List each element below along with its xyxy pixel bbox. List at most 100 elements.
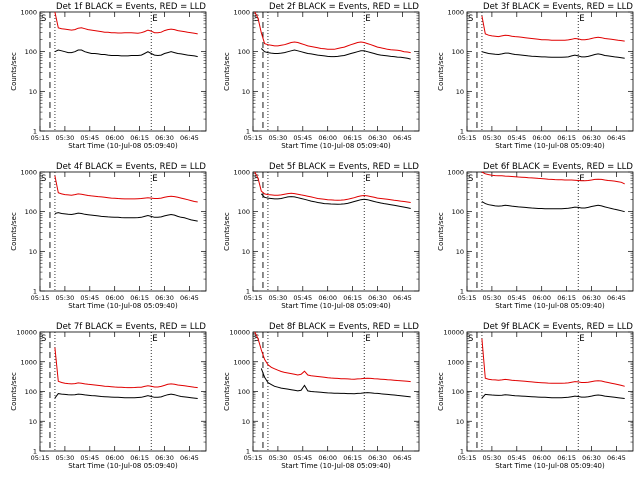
y-axis-label: Counts/sec	[10, 52, 18, 91]
x-tick-label: 06:00	[532, 294, 551, 302]
x-tick-label: 06:00	[105, 134, 124, 142]
y-axis-label: Counts/sec	[437, 52, 445, 91]
start-marker-label: S	[254, 14, 259, 24]
plot-title: Det 6f BLACK = Events, RED = LLD	[483, 162, 633, 172]
y-tick-label: 1000	[20, 9, 37, 17]
plot-frame	[252, 11, 420, 132]
x-tick-label: 05:15	[244, 454, 263, 462]
x-axis-label: Start Time (10-Jul-08 05:09:40)	[495, 302, 605, 310]
x-tick-label: 05:15	[244, 294, 263, 302]
y-tick-label: 1	[246, 448, 250, 456]
x-tick-label: 06:15	[343, 454, 362, 462]
x-tick-label: 05:30	[483, 134, 502, 142]
x-tick-label: 06:30	[155, 454, 174, 462]
x-tick-label: 05:45	[293, 454, 312, 462]
x-axis-label: Start Time (10-Jul-08 05:09:40)	[68, 302, 178, 310]
x-tick-label: 06:15	[557, 294, 576, 302]
x-axis-label: Start Time (10-Jul-08 05:09:40)	[495, 462, 605, 470]
detector-panel-1: Det 1f BLACK = Events, RED = LLD 1 10 100 10…	[10, 2, 206, 150]
lld-series-line	[481, 338, 625, 387]
end-marker-label: E	[152, 174, 157, 184]
y-tick-label: 10	[29, 88, 37, 96]
x-tick-label: 06:15	[557, 134, 576, 142]
x-tick-label: 06:15	[557, 454, 576, 462]
y-tick-label: 1	[33, 128, 37, 136]
events-series-line	[54, 212, 198, 222]
plot-frame	[252, 171, 420, 292]
detector-panel-5: Det 5f BLACK = Events, RED = LLD 1 10 100 10…	[223, 162, 419, 310]
detector-panel-7: Det 7f BLACK = Events, RED = LLD 1 10 100 10…	[10, 322, 206, 470]
y-tick-label: 1000	[233, 358, 250, 366]
y-tick-label: 1000	[233, 9, 250, 17]
lld-series-line	[481, 171, 625, 185]
y-tick-label: 10	[242, 418, 250, 426]
end-marker-label: E	[152, 14, 157, 24]
x-tick-label: 06:30	[582, 454, 601, 462]
y-tick-label: 1000	[447, 9, 464, 17]
x-tick-label: 06:30	[582, 134, 601, 142]
y-tick-label: 10000	[443, 329, 464, 337]
plot-title: Det 4f BLACK = Events, RED = LLD	[56, 162, 206, 172]
x-tick-label: 06:15	[130, 454, 149, 462]
events-series-line	[481, 51, 625, 59]
detector-panel-2: Det 2f BLACK = Events, RED = LLD 1 10 100 10…	[223, 2, 419, 150]
events-series-line	[260, 193, 411, 209]
x-axis-label: Start Time (10-Jul-08 05:09:40)	[68, 142, 178, 150]
events-series-line	[481, 393, 625, 399]
y-axis-label: Counts/sec	[223, 52, 231, 91]
x-tick-label: 06:15	[130, 134, 149, 142]
detector-panel-9: Det 9f BLACK = Events, RED = LLD 1 10 100 10…	[437, 322, 633, 470]
y-tick-label: 10	[456, 248, 464, 256]
end-marker-label: E	[152, 334, 157, 344]
y-tick-label: 10	[456, 418, 464, 426]
x-tick-label: 06:30	[155, 134, 174, 142]
x-tick-label: 05:30	[269, 454, 288, 462]
y-axis-label: Counts/sec	[437, 212, 445, 251]
x-tick-label: 06:30	[368, 294, 387, 302]
y-tick-label: 100	[238, 48, 250, 56]
x-tick-label: 05:45	[293, 134, 312, 142]
events-series-line	[54, 49, 198, 58]
y-tick-label: 100	[452, 208, 464, 216]
detector-panel-4: Det 4f BLACK = Events, RED = LLD 1 10 100 10…	[10, 162, 206, 310]
y-tick-label: 1	[460, 128, 464, 136]
y-tick-label: 10	[242, 248, 250, 256]
start-marker-label: S	[41, 14, 46, 24]
x-tick-label: 06:45	[607, 294, 626, 302]
x-tick-label: 05:15	[244, 134, 263, 142]
x-tick-label: 05:30	[269, 294, 288, 302]
plot-title: Det 1f BLACK = Events, RED = LLD	[56, 2, 206, 12]
plot-frame	[39, 11, 207, 132]
y-tick-label: 100	[452, 388, 464, 396]
start-marker-label: S	[41, 334, 46, 344]
end-marker-label: E	[365, 174, 370, 184]
y-axis-label: Counts/sec	[10, 212, 18, 251]
x-tick-label: 05:45	[80, 294, 99, 302]
x-axis-label: Start Time (10-Jul-08 05:09:40)	[495, 142, 605, 150]
end-marker-label: E	[579, 334, 584, 344]
x-tick-label: 06:00	[532, 134, 551, 142]
y-tick-label: 10	[456, 88, 464, 96]
x-tick-label: 06:45	[180, 454, 199, 462]
detector-panel-3: Det 3f BLACK = Events, RED = LLD 1 10 100 10…	[437, 2, 633, 150]
events-series-line	[260, 48, 411, 60]
events-series-line	[54, 393, 198, 399]
lld-series-line	[254, 171, 411, 203]
plot-frame	[466, 171, 634, 292]
start-marker-label: S	[468, 334, 473, 344]
x-tick-label: 06:00	[318, 134, 337, 142]
start-marker-label: S	[41, 174, 46, 184]
plot-title: Det 7f BLACK = Events, RED = LLD	[56, 322, 206, 332]
x-tick-label: 06:45	[393, 294, 412, 302]
end-marker-label: E	[365, 14, 370, 24]
detector-panel-8: Det 8f BLACK = Events, RED = LLD 1 10 100 10…	[223, 322, 419, 470]
x-axis-label: Start Time (10-Jul-08 05:09:40)	[281, 302, 391, 310]
lld-series-line	[254, 11, 411, 54]
plot-frame	[466, 331, 634, 452]
x-tick-label: 05:30	[56, 294, 75, 302]
y-tick-label: 1	[460, 288, 464, 296]
y-axis-label: Counts/sec	[223, 372, 231, 411]
y-tick-label: 100	[452, 48, 464, 56]
x-tick-label: 05:45	[293, 294, 312, 302]
